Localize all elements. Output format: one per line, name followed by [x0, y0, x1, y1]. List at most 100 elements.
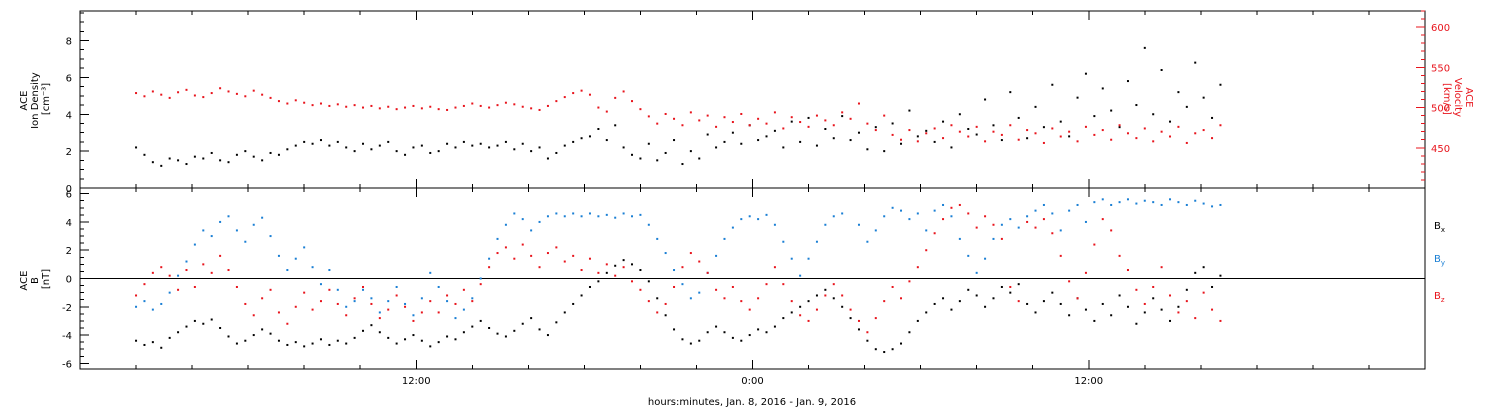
density-point [404, 153, 407, 156]
by-point [647, 223, 650, 226]
by-point [177, 274, 180, 277]
bx-point [622, 259, 625, 262]
velocity-axis-label-line3: [km/s] [1441, 83, 1452, 115]
density-point [185, 163, 188, 166]
by-point [1026, 215, 1029, 218]
velocity-point [168, 96, 171, 99]
bz-point [471, 300, 474, 303]
bx-point [782, 317, 785, 320]
bz-point [883, 300, 886, 303]
density-point [143, 153, 146, 156]
density-point [815, 144, 818, 147]
velocity-point [412, 104, 415, 107]
velocity-point [765, 122, 768, 125]
bz-point [546, 252, 549, 255]
velocity-point [782, 127, 785, 130]
by-point [1093, 201, 1096, 204]
bz-point [807, 319, 810, 322]
by-point [261, 216, 264, 219]
bottom-panel: -6 -4 -2 0 2 4 6 ACE B [nT] Bx By Bz [19, 187, 1445, 370]
bx-point [740, 339, 743, 342]
density-axis-label-line3: [cm⁻³] [41, 83, 52, 115]
velocity-point [1169, 135, 1172, 138]
by-point [1076, 203, 1079, 206]
bx-point [311, 342, 314, 345]
density-point [1093, 115, 1096, 118]
by-point [740, 218, 743, 221]
density-point [773, 129, 776, 132]
x-tick-label: 12:00 [1074, 376, 1103, 387]
density-point [471, 144, 474, 147]
by-point [513, 212, 516, 215]
velocity-point [319, 102, 322, 105]
legend-bx-sub: x [1441, 226, 1445, 234]
velocity-point [345, 105, 348, 108]
bz-point [135, 294, 138, 297]
bx-point [715, 325, 718, 328]
bx-point [807, 300, 810, 303]
bx-point [538, 328, 541, 331]
bx-point [849, 317, 852, 320]
velocity-point [462, 104, 465, 107]
velocity-point [622, 90, 625, 93]
bz-point [908, 280, 911, 283]
b-tick-label: 2 [66, 246, 72, 257]
by-point [429, 271, 432, 274]
bz-point [1194, 317, 1197, 320]
bz-point [1219, 319, 1222, 322]
density-point [353, 150, 356, 153]
bz-point [1143, 302, 1146, 305]
bz-point [748, 308, 751, 311]
by-point [277, 254, 280, 257]
by-point [908, 218, 911, 221]
velocity-point [193, 94, 196, 97]
velocity-point [454, 106, 457, 109]
bx-point [496, 332, 499, 335]
bx-point [429, 345, 432, 348]
bz-point [588, 257, 591, 260]
bz-point [219, 254, 222, 257]
density-point [631, 153, 634, 156]
density-point [673, 139, 676, 142]
density-axis-label: ACE Ion Density [cm⁻³] [19, 69, 52, 129]
bx-point [664, 314, 667, 317]
density-axis-label-line2: Ion Density [30, 72, 41, 129]
density-tick-label: 4 [66, 110, 72, 121]
density-point [370, 148, 373, 151]
density-point [916, 135, 919, 138]
by-point [1068, 209, 1071, 212]
bz-point [723, 297, 726, 300]
bz-point [1185, 300, 1188, 303]
bz-point [404, 305, 407, 308]
by-point [555, 212, 558, 215]
by-point [967, 254, 970, 257]
velocity-point [160, 93, 163, 96]
legend-by-sub: y [1441, 259, 1445, 267]
bz-point [1034, 226, 1037, 229]
density-point [479, 142, 482, 145]
velocity-point [908, 129, 911, 132]
density-point [757, 139, 760, 142]
bx-point [555, 321, 558, 324]
bx-point [319, 338, 322, 341]
bx-point [193, 319, 196, 322]
bx-point [177, 331, 180, 334]
bz-point [925, 249, 928, 252]
density-point [1026, 137, 1029, 140]
density-point [1126, 80, 1129, 83]
bz-point [765, 283, 768, 286]
velocity-point [1101, 129, 1104, 132]
velocity-point [1084, 125, 1087, 128]
density-point [681, 163, 684, 166]
velocity-point [992, 130, 995, 133]
b-tick-label: 4 [66, 218, 72, 229]
bx-point [1009, 291, 1012, 294]
bz-point [446, 294, 449, 297]
x-tick-label: 0:00 [741, 376, 763, 387]
density-point [647, 142, 650, 145]
bz-point [1084, 271, 1087, 274]
bz-point [303, 291, 306, 294]
density-point [1000, 139, 1003, 142]
bx-point [656, 297, 659, 300]
velocity-point [1143, 127, 1146, 130]
